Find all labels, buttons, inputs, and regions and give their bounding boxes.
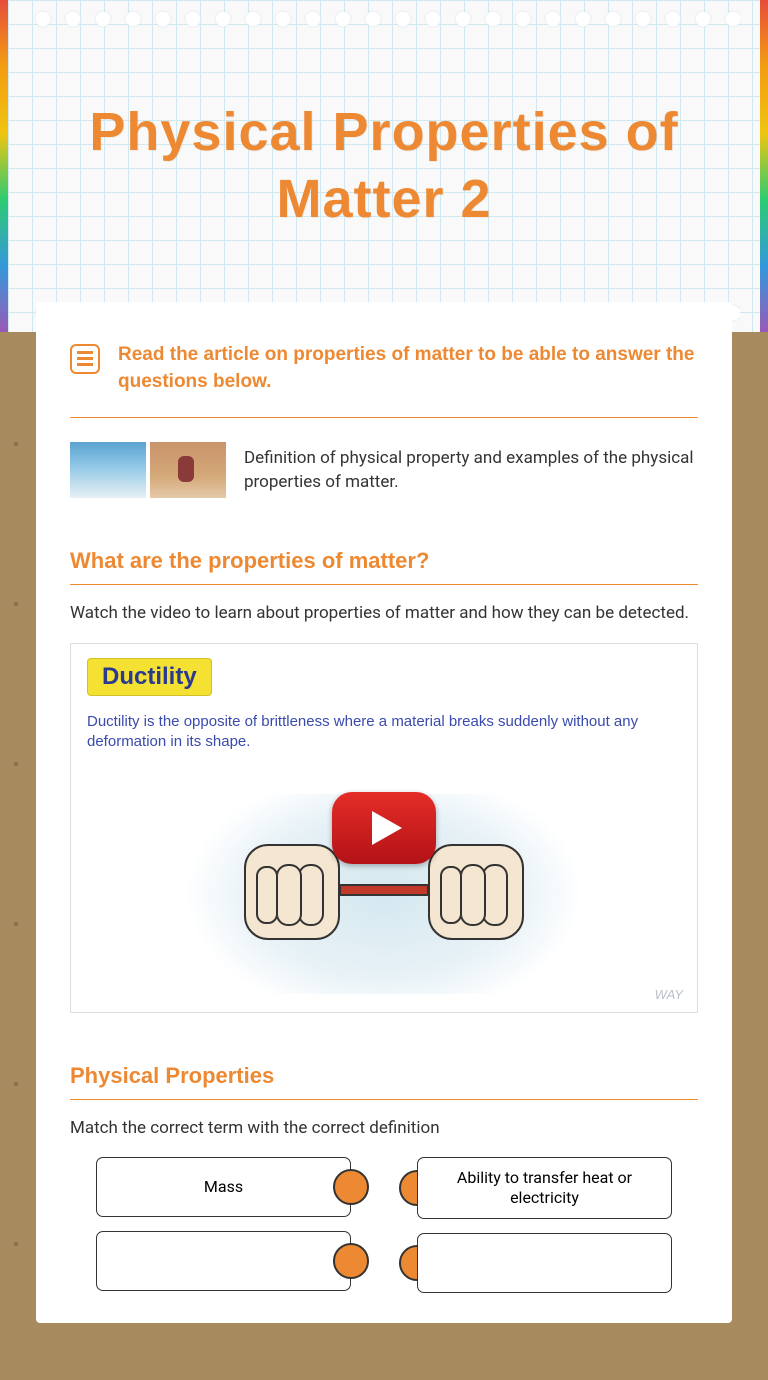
rod-shape xyxy=(339,884,429,896)
match-term-item[interactable]: Mass xyxy=(96,1157,369,1217)
instruction-text: Read the article on properties of matter… xyxy=(118,342,698,395)
fist-right xyxy=(428,844,524,940)
match-term-box xyxy=(96,1231,351,1291)
match-term-item[interactable] xyxy=(96,1231,369,1291)
play-button[interactable] xyxy=(332,792,436,864)
match-section-heading: Physical Properties xyxy=(70,1063,698,1089)
match-term-box: Mass xyxy=(96,1157,351,1217)
video-section-heading: What are the properties of matter? xyxy=(70,548,698,574)
match-definition-box xyxy=(417,1233,672,1293)
video-section-body: Watch the video to learn about propertie… xyxy=(70,601,698,627)
article-link-row[interactable]: Definition of physical property and exam… xyxy=(70,442,698,498)
match-container: Mass Ability to transfer heat or electri… xyxy=(70,1157,698,1293)
thumbnail-snow xyxy=(70,442,146,498)
video-watermark: WAY xyxy=(655,987,683,1002)
divider xyxy=(70,584,698,585)
play-icon xyxy=(372,811,402,845)
instruction-row: Read the article on properties of matter… xyxy=(70,342,698,395)
match-section-body: Match the correct term with the correct … xyxy=(70,1116,698,1142)
divider xyxy=(70,417,698,418)
document-icon xyxy=(70,344,100,374)
article-thumbnails xyxy=(70,442,226,498)
match-connector-dot[interactable] xyxy=(333,1243,369,1279)
thumbnail-sand xyxy=(150,442,226,498)
fist-left xyxy=(244,844,340,940)
header-banner: Physical Properties of Matter 2 xyxy=(0,0,768,332)
page-title: Physical Properties of Matter 2 xyxy=(48,99,720,234)
content-card: Read the article on properties of matter… xyxy=(36,302,732,1323)
match-definition-item[interactable] xyxy=(399,1233,672,1293)
article-description: Definition of physical property and exam… xyxy=(244,446,698,495)
video-embed[interactable]: Ductility Ductility is the opposite of b… xyxy=(70,643,698,1013)
match-definition-item[interactable]: Ability to transfer heat or electricity xyxy=(399,1157,672,1219)
match-right-column: Ability to transfer heat or electricity xyxy=(399,1157,672,1293)
match-left-column: Mass xyxy=(96,1157,369,1293)
video-badge: Ductility xyxy=(87,658,212,696)
divider xyxy=(70,1099,698,1100)
match-definition-box: Ability to transfer heat or electricity xyxy=(417,1157,672,1219)
video-caption-text: Ductility is the opposite of brittleness… xyxy=(87,712,681,753)
match-connector-dot[interactable] xyxy=(333,1169,369,1205)
